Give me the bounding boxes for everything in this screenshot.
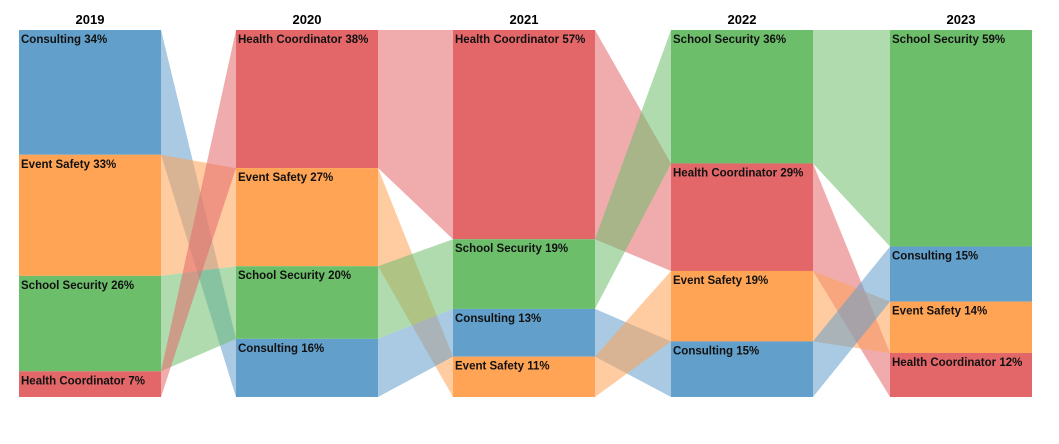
- bar-school-security-2021: [453, 239, 595, 309]
- bar-event-safety-2019: [19, 154, 161, 276]
- bars-layer: [19, 30, 1032, 397]
- data-label-health-coordinator-2021: Health Coordinator 57%: [455, 34, 585, 46]
- ribbon-consulting-2020-2021: [378, 308, 453, 397]
- labels-layer: 2019 Consulting 34% Event Safety 33% School…: [21, 12, 1022, 387]
- data-label-school-security-2019: School Security 26%: [21, 280, 134, 292]
- data-label-event-safety-2023: Event Safety 14%: [892, 306, 987, 318]
- data-label-health-coordinator-2023: Health Coordinator 12%: [892, 357, 1022, 369]
- data-label-health-coordinator-2019: Health Coordinator 7%: [21, 375, 145, 387]
- bar-school-security-2022: [671, 30, 813, 164]
- bar-consulting-2023: [890, 246, 1032, 302]
- data-label-consulting-2021: Consulting 13%: [455, 313, 541, 325]
- bar-school-security-2019: [19, 275, 161, 372]
- ribbon-consulting-2022-2023: [813, 246, 890, 397]
- bar-health-coordinator-2021: [453, 30, 595, 240]
- data-label-event-safety-2021: Event Safety 11%: [455, 361, 550, 373]
- data-label-school-security-2020: School Security 20%: [238, 270, 351, 282]
- column-header-2021: 2021: [510, 12, 539, 27]
- bar-school-security-2020: [236, 266, 378, 339]
- column-header-2020: 2020: [293, 12, 322, 27]
- data-label-consulting-2022: Consulting 15%: [673, 345, 759, 357]
- ribbon-school-security-2022-2023: [813, 30, 890, 247]
- bar-event-safety-2021: [453, 356, 595, 397]
- ribbon-event-safety-2021-2022: [595, 270, 671, 397]
- ribbon-school-security-2021-2022: [595, 30, 671, 309]
- data-label-consulting-2019: Consulting 34%: [21, 34, 107, 46]
- bar-health-coordinator-2019: [19, 371, 161, 397]
- ribbon-health-coordinator-2020-2021: [378, 30, 453, 240]
- column-header-2019: 2019: [76, 12, 105, 27]
- data-label-consulting-2020: Consulting 16%: [238, 343, 324, 355]
- data-label-health-coordinator-2022: Health Coordinator 29%: [673, 167, 803, 179]
- bar-health-coordinator-2022: [671, 163, 813, 271]
- column-header-2022: 2022: [728, 12, 757, 27]
- data-label-consulting-2023: Consulting 15%: [892, 251, 978, 263]
- data-label-health-coordinator-2020: Health Coordinator 38%: [238, 34, 368, 46]
- data-label-school-security-2022: School Security 36%: [673, 34, 786, 46]
- data-label-event-safety-2020: Event Safety 27%: [238, 172, 333, 184]
- bar-consulting-2020: [236, 338, 378, 397]
- data-label-event-safety-2019: Event Safety 33%: [21, 159, 116, 171]
- column-header-2023: 2023: [947, 12, 976, 27]
- bar-consulting-2019: [19, 30, 161, 155]
- bar-consulting-2022: [671, 341, 813, 397]
- bar-consulting-2021: [453, 308, 595, 357]
- data-label-school-security-2023: School Security 59%: [892, 34, 1005, 46]
- bar-event-safety-2020: [236, 168, 378, 267]
- ribbons-layer: [161, 30, 890, 397]
- bar-health-coordinator-2023: [890, 352, 1032, 397]
- data-label-school-security-2021: School Security 19%: [455, 243, 568, 255]
- data-label-event-safety-2022: Event Safety 19%: [673, 275, 768, 287]
- ribbon-school-security-2020-2021: [378, 239, 453, 339]
- bar-health-coordinator-2020: [236, 30, 378, 169]
- bar-event-safety-2022: [671, 270, 813, 342]
- ribbon-health-coordinator-2019-2020: [161, 30, 236, 397]
- bar-event-safety-2023: [890, 301, 1032, 353]
- bar-school-security-2023: [890, 30, 1032, 247]
